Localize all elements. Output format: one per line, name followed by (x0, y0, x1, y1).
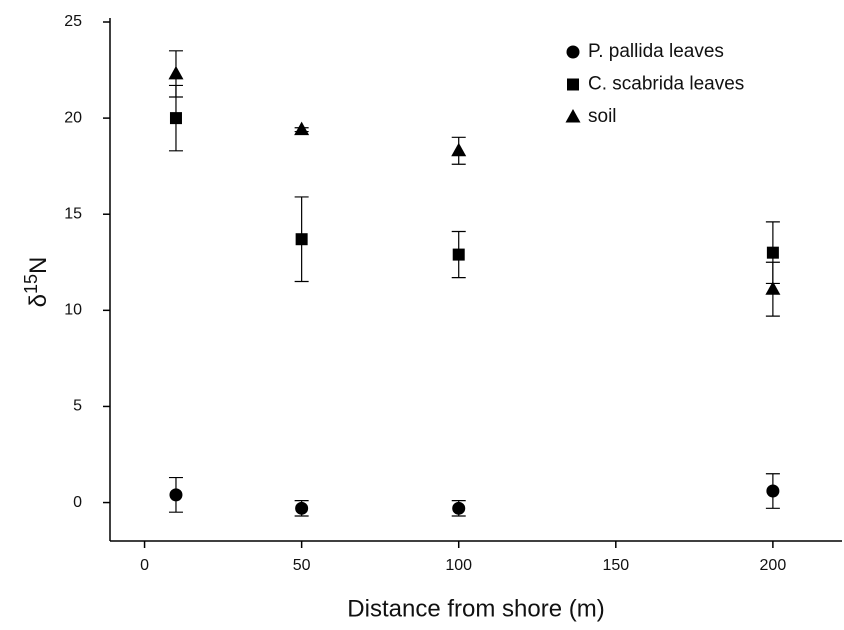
marker (169, 488, 183, 502)
marker (567, 78, 579, 91)
marker (295, 501, 309, 515)
marker (565, 109, 581, 123)
y-tick-label: 20 (64, 109, 82, 126)
x-tick-label: 100 (445, 557, 472, 574)
marker (294, 121, 310, 136)
y-tick-label: 5 (73, 398, 82, 415)
marker (765, 281, 781, 295)
legend-label: soil (588, 106, 617, 127)
legend-label: C. scabrida leaves (588, 74, 744, 95)
x-axis-title: Distance from shore (m) (347, 595, 604, 622)
y-tick-label: 10 (64, 302, 82, 319)
y-axis-title: δ15N (21, 257, 53, 308)
y-tick-label: 25 (64, 13, 82, 30)
legend-label: P. pallida leaves (588, 41, 724, 62)
y-title-sup: 15 (21, 274, 41, 294)
marker (766, 246, 779, 259)
marker (295, 233, 308, 246)
marker (168, 65, 184, 80)
y-title-part: N (25, 257, 52, 274)
y-title-part: δ (25, 294, 52, 307)
y-tick-label: 0 (73, 494, 82, 511)
marker (452, 501, 466, 515)
marker (451, 142, 467, 157)
x-tick-label: 200 (760, 557, 787, 574)
x-tick-label: 50 (293, 557, 311, 574)
marker (566, 45, 580, 59)
marker (169, 112, 182, 125)
marker (766, 484, 780, 498)
marker (452, 248, 465, 261)
x-tick-label: 0 (140, 557, 149, 574)
x-tick-label: 150 (602, 557, 629, 574)
y-tick-label: 15 (64, 205, 82, 222)
